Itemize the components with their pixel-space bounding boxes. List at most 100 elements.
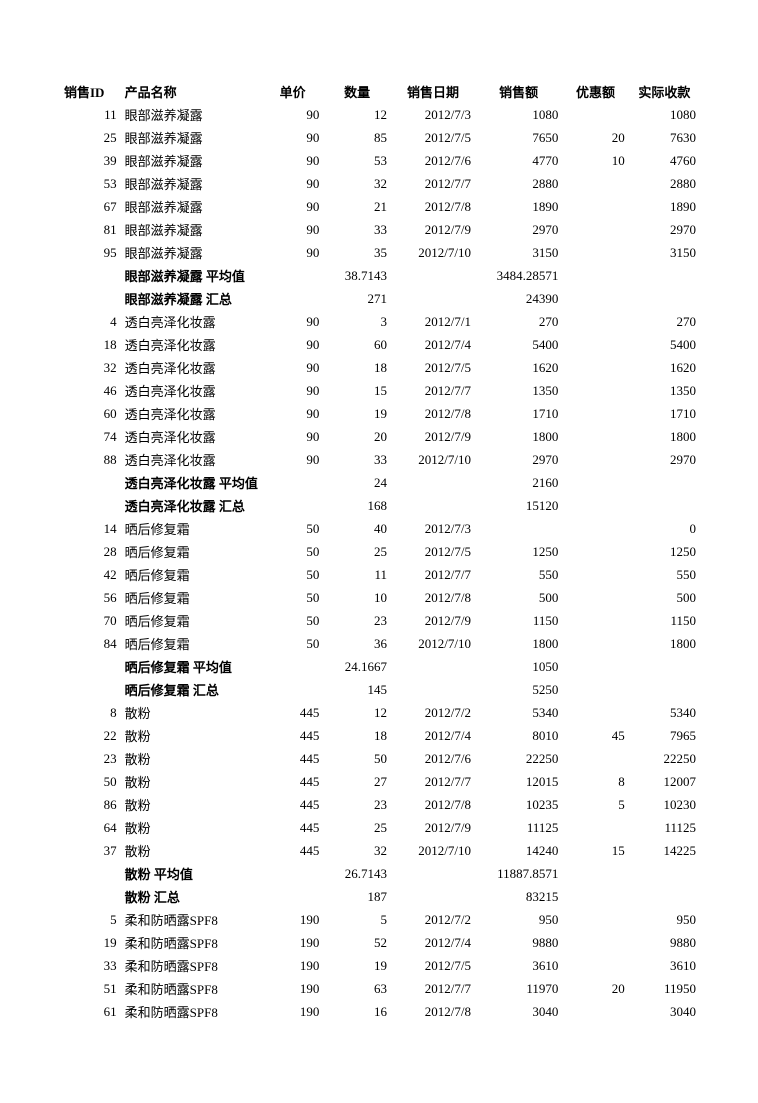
cell-qty: 85 <box>323 126 391 149</box>
cell-qty: 145 <box>323 678 391 701</box>
table-row: 晒后修复霜 平均值24.16671050 <box>60 655 700 678</box>
cell-price: 90 <box>262 149 323 172</box>
cell-name: 眼部滋养凝露 <box>121 126 262 149</box>
cell-date: 2012/7/10 <box>391 839 475 862</box>
cell-name: 透白亮泽化妆露 <box>121 356 262 379</box>
cell-qty: 20 <box>323 425 391 448</box>
cell-name: 散粉 <box>121 701 262 724</box>
cell-id: 33 <box>60 954 121 977</box>
cell-qty: 24 <box>323 471 391 494</box>
cell-qty: 52 <box>323 931 391 954</box>
cell-qty: 19 <box>323 954 391 977</box>
col-header-date: 销售日期 <box>391 80 475 103</box>
cell-recv: 3610 <box>629 954 700 977</box>
cell-recv: 11950 <box>629 977 700 1000</box>
cell-recv: 3150 <box>629 241 700 264</box>
sales-table: 销售ID 产品名称 单价 数量 销售日期 销售额 优惠额 实际收款 11眼部滋养… <box>60 80 700 1023</box>
table-row: 61柔和防晒露SPF8190162012/7/830403040 <box>60 1000 700 1023</box>
cell-disc: 15 <box>562 839 628 862</box>
cell-name: 柔和防晒露SPF8 <box>121 954 262 977</box>
cell-id: 46 <box>60 379 121 402</box>
cell-summary-name: 晒后修复霜 平均值 <box>121 655 262 678</box>
cell-name: 散粉 <box>121 724 262 747</box>
cell-qty: 18 <box>323 724 391 747</box>
cell-disc <box>562 517 628 540</box>
table-row: 42晒后修复霜50112012/7/7550550 <box>60 563 700 586</box>
cell-qty: 26.7143 <box>323 862 391 885</box>
cell-recv: 10230 <box>629 793 700 816</box>
cell-disc <box>562 241 628 264</box>
cell-name: 晒后修复霜 <box>121 563 262 586</box>
cell-sales: 3040 <box>475 1000 562 1023</box>
cell-id <box>60 885 121 908</box>
cell-sales: 1150 <box>475 609 562 632</box>
cell-qty: 32 <box>323 172 391 195</box>
cell-sales: 1620 <box>475 356 562 379</box>
cell-date: 2012/7/2 <box>391 701 475 724</box>
cell-disc <box>562 931 628 954</box>
cell-id <box>60 264 121 287</box>
cell-name: 柔和防晒露SPF8 <box>121 931 262 954</box>
cell-id: 39 <box>60 149 121 172</box>
cell-id: 53 <box>60 172 121 195</box>
table-row: 88透白亮泽化妆露90332012/7/1029702970 <box>60 448 700 471</box>
cell-qty: 60 <box>323 333 391 356</box>
cell-qty: 18 <box>323 356 391 379</box>
cell-recv: 550 <box>629 563 700 586</box>
cell-recv <box>629 678 700 701</box>
cell-name: 眼部滋养凝露 <box>121 195 262 218</box>
cell-recv: 3040 <box>629 1000 700 1023</box>
table-row: 39眼部滋养凝露90532012/7/64770104760 <box>60 149 700 172</box>
cell-id: 42 <box>60 563 121 586</box>
cell-qty: 25 <box>323 540 391 563</box>
cell-disc <box>562 908 628 931</box>
cell-disc <box>562 310 628 333</box>
cell-disc <box>562 1000 628 1023</box>
cell-id <box>60 287 121 310</box>
cell-name: 散粉 <box>121 747 262 770</box>
cell-recv <box>629 264 700 287</box>
cell-recv: 1800 <box>629 425 700 448</box>
cell-disc <box>562 287 628 310</box>
cell-qty: 16 <box>323 1000 391 1023</box>
cell-date: 2012/7/10 <box>391 632 475 655</box>
cell-summary-name: 散粉 平均值 <box>121 862 262 885</box>
table-row: 25眼部滋养凝露90852012/7/57650207630 <box>60 126 700 149</box>
cell-date: 2012/7/8 <box>391 1000 475 1023</box>
cell-sales: 270 <box>475 310 562 333</box>
cell-name: 眼部滋养凝露 <box>121 218 262 241</box>
cell-disc <box>562 862 628 885</box>
cell-sales: 10235 <box>475 793 562 816</box>
cell-date <box>391 287 475 310</box>
cell-disc: 8 <box>562 770 628 793</box>
cell-disc <box>562 586 628 609</box>
cell-date: 2012/7/7 <box>391 977 475 1000</box>
cell-id <box>60 678 121 701</box>
cell-name: 散粉 <box>121 839 262 862</box>
col-header-sales: 销售额 <box>475 80 562 103</box>
cell-qty: 12 <box>323 103 391 126</box>
table-row: 8散粉445122012/7/253405340 <box>60 701 700 724</box>
cell-date: 2012/7/9 <box>391 609 475 632</box>
cell-recv <box>629 862 700 885</box>
cell-name: 柔和防晒露SPF8 <box>121 977 262 1000</box>
table-row: 5柔和防晒露SPF819052012/7/2950950 <box>60 908 700 931</box>
cell-sales: 1080 <box>475 103 562 126</box>
cell-price: 90 <box>262 379 323 402</box>
cell-qty: 12 <box>323 701 391 724</box>
cell-recv: 9880 <box>629 931 700 954</box>
cell-id: 86 <box>60 793 121 816</box>
cell-sales <box>475 517 562 540</box>
cell-date <box>391 885 475 908</box>
cell-id: 4 <box>60 310 121 333</box>
cell-id: 22 <box>60 724 121 747</box>
cell-price <box>262 678 323 701</box>
cell-name: 透白亮泽化妆露 <box>121 379 262 402</box>
cell-recv: 270 <box>629 310 700 333</box>
cell-qty: 35 <box>323 241 391 264</box>
table-row: 32透白亮泽化妆露90182012/7/516201620 <box>60 356 700 379</box>
cell-disc <box>562 540 628 563</box>
cell-qty: 187 <box>323 885 391 908</box>
cell-name: 透白亮泽化妆露 <box>121 448 262 471</box>
cell-qty: 24.1667 <box>323 655 391 678</box>
